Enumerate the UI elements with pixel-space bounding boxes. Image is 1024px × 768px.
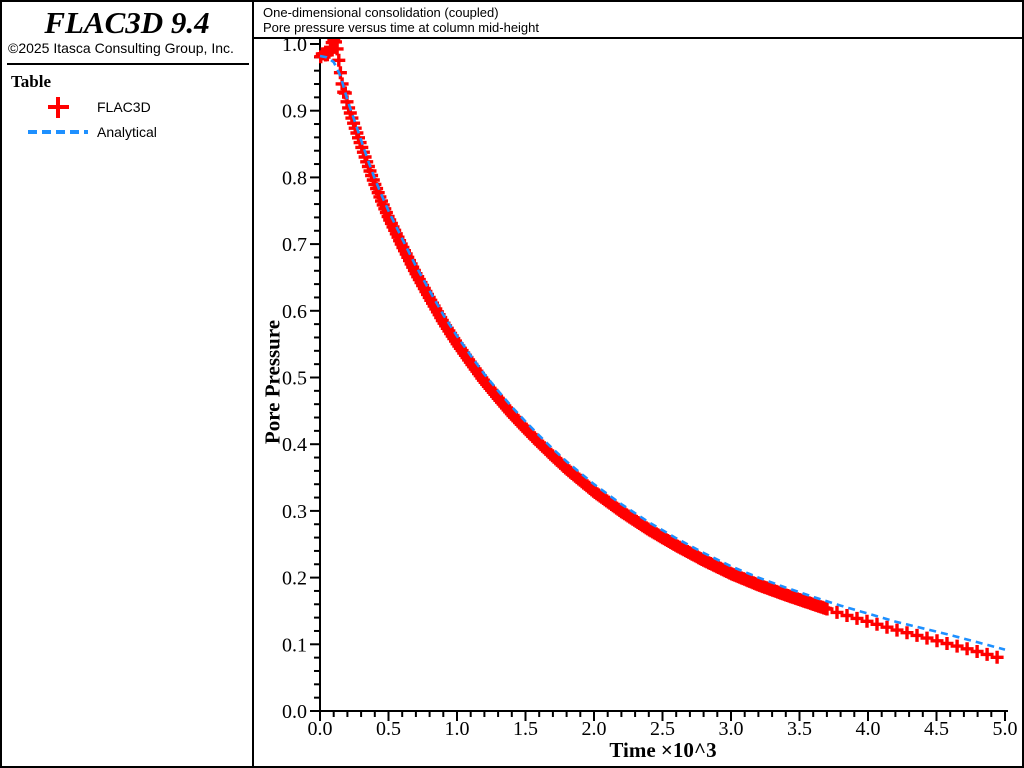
x-tick-label: 1.5 (513, 718, 538, 740)
app-logo: FLAC3D 9.4 (44, 5, 210, 40)
series-flac3d-markers (314, 32, 1004, 664)
x-tick-label: 0.5 (376, 718, 401, 740)
x-tick-labels: 0.0 0.5 1.0 1.5 2.0 2.5 3.0 3.5 4.0 4.5 5.0 (308, 718, 1018, 740)
plus-marker-icon (28, 96, 88, 118)
y-tick-label: 1.0 (282, 34, 307, 56)
y-tick-label: 0.8 (282, 167, 307, 189)
y-tick-label: 0.2 (282, 568, 307, 590)
legend-label-analytical: Analytical (97, 123, 157, 140)
y-tick-label: 0.9 (282, 101, 307, 123)
y-tick-labels: 0.0 0.1 0.2 0.3 0.4 0.5 0.6 0.7 0.8 0.9 1.0 (282, 34, 307, 723)
x-tick-label: 2.0 (582, 718, 607, 740)
series-analytical-line (319, 54, 1006, 651)
y-tick-label: 0.0 (282, 701, 307, 723)
y-tick-label: 0.6 (282, 301, 307, 323)
y-tick-label: 0.7 (282, 234, 307, 256)
x-axis-title: Time ×10^3 (609, 738, 717, 762)
plot-title-band: One-dimensional consolidation (coupled) … (254, 2, 1022, 39)
x-tick-label: 4.0 (856, 718, 881, 740)
legend-label-flac3d: FLAC3D (97, 98, 151, 115)
y-tick-label: 0.5 (282, 368, 307, 390)
dashed-line-icon (28, 130, 88, 134)
x-tick-label: 5.0 (993, 718, 1018, 740)
x-tick-label: 1.0 (445, 718, 470, 740)
x-tick-label: 3.5 (787, 718, 812, 740)
legend-item-flac3d: FLAC3D (2, 96, 252, 118)
plot-subtitle: Pore pressure versus time at column mid-… (263, 20, 540, 35)
x-tick-label: 3.0 (719, 718, 744, 740)
plot-region: One-dimensional consolidation (coupled) … (254, 2, 1022, 766)
sidebar-divider (7, 63, 249, 65)
plot-canvas: 0.0 0.1 0.2 0.3 0.4 0.5 0.6 0.7 0.8 0.9 1.0 0.0 0.5 1… (282, 32, 1018, 740)
y-tick-label: 0.1 (282, 634, 307, 656)
y-tick-label: 0.3 (282, 501, 307, 523)
y-axis-title: Pore Pressure (260, 319, 285, 445)
copyright-text: ©2025 Itasca Consulting Group, Inc. (8, 40, 234, 56)
axes (319, 36, 1008, 712)
y-tick-label: 0.4 (282, 434, 307, 456)
x-tick-label: 4.5 (924, 718, 949, 740)
legend-title: Table (11, 72, 52, 91)
sidebar: FLAC3D 9.4 ©2025 Itasca Consulting Group… (2, 2, 254, 766)
x-tick-label: 2.5 (650, 718, 675, 740)
plot-title: One-dimensional consolidation (coupled) (263, 5, 499, 20)
x-tick-label: 0.0 (308, 718, 333, 740)
tick-marks (310, 43, 1006, 721)
legend-item-analytical: Analytical (2, 122, 252, 142)
